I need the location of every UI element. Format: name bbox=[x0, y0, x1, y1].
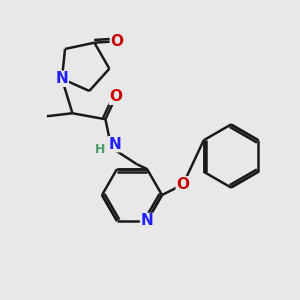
Text: N: N bbox=[109, 137, 122, 152]
Text: O: O bbox=[110, 89, 122, 104]
Text: H: H bbox=[95, 143, 105, 156]
Text: O: O bbox=[176, 177, 190, 192]
Text: N: N bbox=[141, 214, 153, 229]
Text: O: O bbox=[110, 34, 123, 49]
Text: O: O bbox=[176, 177, 190, 192]
Text: N: N bbox=[56, 71, 68, 86]
